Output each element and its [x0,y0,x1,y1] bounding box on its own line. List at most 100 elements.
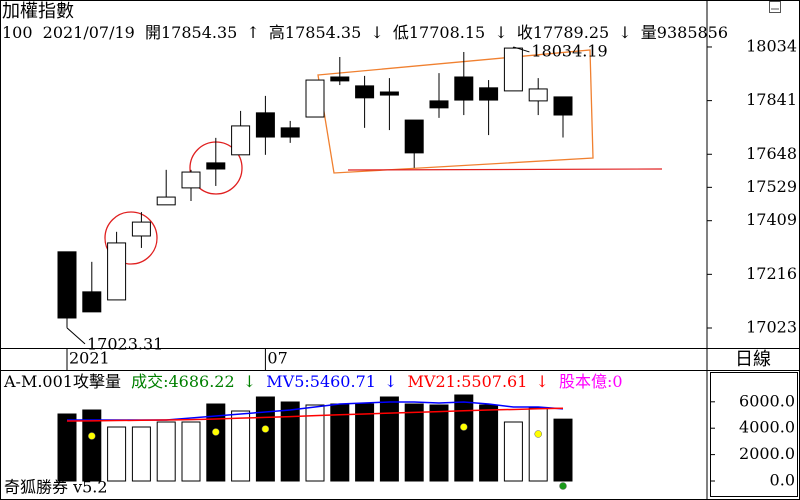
x-tick-label: 07 [267,349,287,368]
y-tick-label: 17409 [746,210,797,229]
candle-body [503,47,523,92]
candle-body [479,87,499,101]
volume-bar [131,426,151,482]
volume-label: 量 [641,23,657,42]
date: 2021/07/19 [43,23,135,42]
candle-body [355,85,375,99]
candle-body [107,242,127,301]
volume-bar [57,413,77,482]
mv5-value: 5460.71 [310,372,376,391]
y-tick-label: 0.0 [770,471,795,490]
volume-bar [181,421,201,482]
volume-title: A-M.001攻擊量 [3,372,121,391]
y-tick-label: 4000.0 [739,418,795,437]
mv5-label: MV5: [266,372,310,391]
volume-axis-box [710,372,798,497]
signal-dot [460,423,468,431]
chart-title: 加權指數 [2,1,74,22]
volume-value: 4686.22 [168,372,234,391]
volume-bar [503,421,523,482]
high-leader [513,46,530,53]
y-tick-label: 17648 [746,144,797,163]
y-tick-label: 18034 [746,36,797,55]
candle-body [553,96,573,116]
high-label: 18034.19 [531,41,607,60]
volume-bar [454,394,474,482]
annotation-box [317,49,594,174]
signal-dot [261,425,270,433]
period: 日線 [735,349,771,370]
candle-body [255,112,275,138]
y-tick-label: 2000.0 [739,444,795,463]
volume-bar [305,404,325,482]
mv21-value: 5507.61 [461,372,527,391]
candle-body [528,88,548,102]
signal-dot [534,430,542,438]
signal-dot [88,432,96,440]
volume-bar [404,403,424,482]
y-tick-label: 17023 [746,317,797,336]
volume-bar [107,426,127,482]
candle-body [156,196,176,206]
arrow: ↑ [246,23,259,42]
volume-bar [280,401,300,482]
volume-bar [553,418,573,482]
volume-bar [231,410,251,482]
arrow: ↓ [494,23,507,42]
y-tick-label: 17529 [746,177,797,196]
annotation-line [347,168,663,171]
candle-body [57,251,77,319]
ma-line [66,407,564,422]
close-value: 17789.25 [533,23,609,42]
y-tick-label: 17841 [746,90,797,109]
annotation-circle [104,211,158,265]
arrow: ↓ [535,372,548,391]
volume-value: 9385856 [657,23,728,42]
candle-body [206,162,226,170]
volume-bar [255,396,275,482]
code: 100 [2,23,33,42]
capital-label: 股本億: [559,372,612,391]
window-icon[interactable] [769,1,781,13]
volume-bar [156,421,176,482]
high-label: 高 [269,23,285,42]
candle-body [231,125,251,156]
open-value: 17854.35 [161,23,237,42]
volume-bar [479,404,499,482]
low-label: 低 [393,23,409,42]
volume-bar [82,409,102,482]
exit-dot [559,482,567,490]
volume-bar [429,404,449,482]
candle-body [429,100,449,109]
low-leader [66,327,86,345]
close-label: 收 [517,23,533,42]
mv21-label: MV21: [408,372,462,391]
y-tick-label: 6000.0 [739,391,795,410]
arrow: ↓ [384,372,397,391]
x-tick-label: 2021 [69,349,110,368]
quote-line: 100 2021/07/19 開17854.35 ↑ 高17854.35 ↓ 低… [2,23,728,42]
candle-body [454,76,474,101]
candle-body [280,127,300,138]
high-value: 17854.35 [285,23,361,42]
arrow: ↓ [243,372,256,391]
candle-body [305,79,325,118]
candle-body [131,221,151,237]
candle-body [404,119,424,154]
footer: 奇狐勝券 v5.2 [4,478,108,497]
candle-body [379,91,399,96]
arrow: ↓ [618,23,631,42]
volume-legend: A-M.001攻擊量 成交:4686.22 ↓ MV5:5460.71 ↓ MV… [3,372,623,391]
capital-value: 0 [612,372,622,391]
low-label: 17023.31 [87,334,163,353]
candle-body [181,171,201,189]
volume-label: 成交: [131,372,168,391]
signal-dot [212,428,220,436]
volume-bar [379,396,399,482]
low-value: 17708.15 [409,23,485,42]
volume-bar [355,403,375,482]
y-tick-label: 17216 [746,264,797,283]
volume-bar [528,407,548,482]
